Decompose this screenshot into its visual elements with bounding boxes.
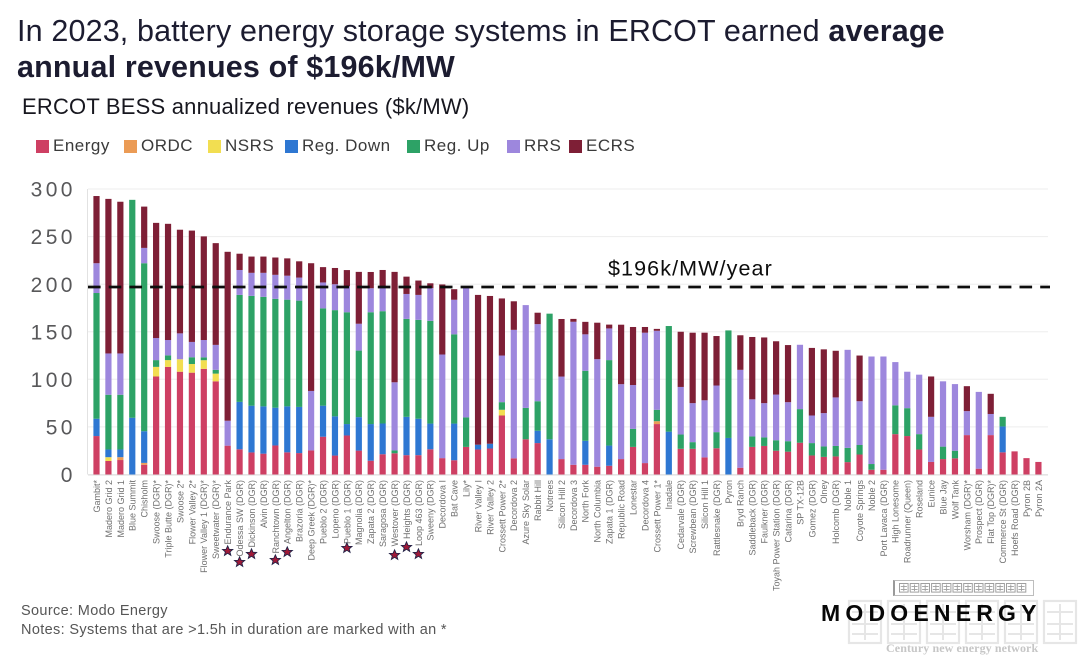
svg-text:Worsham (DGR)*: Worsham (DGR)* (962, 480, 972, 551)
svg-text:Coyote Springs: Coyote Springs (855, 480, 865, 542)
svg-text:Decordova I: Decordova I (438, 480, 448, 529)
svg-text:River Valley 2: River Valley 2 (485, 480, 495, 535)
svg-text:Roseland: Roseland (915, 480, 925, 518)
svg-text:Saddleback (DGR): Saddleback (DGR) (748, 480, 758, 556)
svg-text:Wolf Tank: Wolf Tank (950, 480, 960, 520)
svg-text:Silicon Hill 2: Silicon Hill 2 (557, 480, 567, 529)
svg-text:100: 100 (31, 369, 76, 392)
svg-text:Gomez (DGR): Gomez (DGR) (807, 480, 817, 538)
svg-text:Brazoria (DGR): Brazoria (DGR) (295, 480, 305, 542)
svg-text:Rattlesnake (DGR): Rattlesnake (DGR) (712, 480, 722, 556)
svg-text:Flower Valley 1 (DGR)*: Flower Valley 1 (DGR)* (199, 480, 209, 573)
svg-text:Chisholm: Chisholm (140, 480, 150, 518)
svg-text:250: 250 (31, 226, 76, 249)
svg-text:Crossett Power 1*: Crossett Power 1* (652, 480, 662, 553)
svg-text:50: 50 (46, 417, 76, 440)
svg-text:Commerce St (DGR): Commerce St (DGR) (998, 480, 1008, 564)
svg-text:Zapata 2 (DGR): Zapata 2 (DGR) (366, 480, 376, 544)
svg-text:150: 150 (31, 321, 76, 344)
svg-text:Prospect (DGR): Prospect (DGR) (974, 480, 984, 544)
svg-text:Deep Greek (DGR)*: Deep Greek (DGR)* (307, 480, 317, 561)
svg-text:Angelton (DGR): Angelton (DGR) (283, 480, 293, 544)
svg-text:Flat Top (DGR)*: Flat Top (DGR)* (986, 480, 996, 544)
svg-text:Heights (DGR): Heights (DGR) (402, 480, 412, 539)
svg-text:Bryd Ranch: Bryd Ranch (736, 480, 746, 527)
svg-text:Blue Jay: Blue Jay (938, 480, 948, 515)
svg-text:Port Lavaca (DGR): Port Lavaca (DGR) (879, 480, 889, 557)
svg-text:Silicon Hill 1: Silicon Hill 1 (700, 480, 710, 529)
svg-text:SP TX-12B: SP TX-12B (795, 480, 805, 525)
svg-text:Inadale: Inadale (664, 480, 674, 510)
svg-text:300: 300 (31, 179, 76, 202)
svg-text:North Columbia: North Columbia (593, 480, 603, 543)
svg-text:Odessa SW (DGR): Odessa SW (DGR) (235, 480, 245, 557)
svg-text:Hoefs Road (DGR): Hoefs Road (DGR) (1010, 480, 1020, 556)
svg-text:Dickinson (DGR): Dickinson (DGR) (247, 480, 257, 548)
svg-text:Swoose 2*: Swoose 2* (175, 480, 185, 524)
svg-text:Triple Butte (DGR)*: Triple Butte (DGR)* (163, 480, 173, 558)
svg-text:Azure Sky Solar: Azure Sky Solar (521, 480, 531, 545)
svg-text:North Fork: North Fork (581, 480, 591, 523)
svg-text:Madero Grid 2: Madero Grid 2 (104, 480, 114, 538)
svg-text:Saragosa (DGR): Saragosa (DGR) (378, 480, 388, 547)
svg-text:Madero Grid 1: Madero Grid 1 (116, 480, 126, 538)
svg-text:Flower Valley 2*: Flower Valley 2* (187, 480, 197, 545)
svg-text:Pyron 2B: Pyron 2B (1022, 480, 1032, 517)
svg-text:Loop 463 (DGR): Loop 463 (DGR) (414, 480, 424, 546)
svg-text:Sweeny (DGR): Sweeny (DGR) (426, 480, 436, 541)
svg-text:Swoose (DGR)*: Swoose (DGR)* (152, 480, 162, 545)
svg-text:Pueblo 2 (DGR): Pueblo 2 (DGR) (318, 480, 328, 544)
svg-text:Crossett Power 2*: Crossett Power 2* (497, 480, 507, 553)
svg-text:Rabbit Hill: Rabbit Hill (533, 480, 543, 521)
svg-text:Pyron: Pyron (724, 480, 734, 504)
svg-text:Decordova 2: Decordova 2 (509, 480, 519, 531)
svg-text:Pueblo 1 (DGR): Pueblo 1 (DGR) (342, 480, 352, 544)
svg-text:Bat Cave: Bat Cave (450, 480, 460, 517)
svg-text:Ranchtown (DGR): Ranchtown (DGR) (271, 480, 281, 554)
svg-text:Decordova 4: Decordova 4 (640, 480, 650, 531)
svg-text:Zapata 1 (DGR): Zapata 1 (DGR) (605, 480, 615, 544)
svg-text:River Valley I: River Valley I (473, 480, 483, 532)
svg-text:Noble 1: Noble 1 (843, 480, 853, 511)
svg-text:Noble 2: Noble 2 (867, 480, 877, 511)
svg-text:Catarina (DGR): Catarina (DGR) (783, 480, 793, 543)
svg-text:200: 200 (31, 274, 76, 297)
svg-text:Holcomb (DGR): Holcomb (DGR) (831, 480, 841, 544)
svg-text:Toyah Power Station (DGR): Toyah Power Station (DGR) (772, 480, 782, 591)
svg-text:Lily*: Lily* (462, 480, 472, 498)
svg-text:Blue Summit: Blue Summit (128, 480, 138, 532)
svg-text:Gambit*: Gambit* (92, 480, 102, 513)
svg-text:Roadrunner (Queen): Roadrunner (Queen) (903, 480, 913, 563)
svg-text:Faulkner (DGR): Faulkner (DGR) (760, 480, 770, 544)
svg-text:Magnolia (DGR): Magnolia (DGR) (354, 480, 364, 545)
svg-text:Lopeno (DGR): Lopeno (DGR) (330, 480, 340, 539)
svg-text:0: 0 (61, 464, 76, 487)
svg-text:Notrees: Notrees (545, 480, 555, 512)
svg-text:Decordova 3: Decordova 3 (569, 480, 579, 531)
svg-text:Screwbean (DGR): Screwbean (DGR) (688, 480, 698, 554)
svg-text:Pyron 2A: Pyron 2A (1034, 480, 1044, 517)
svg-text:Republic Road: Republic Road (617, 480, 627, 539)
svg-text:Endurance Park: Endurance Park (223, 480, 233, 545)
svg-text:Westover (DGR): Westover (DGR) (390, 480, 400, 546)
svg-text:$196k/MW/year: $196k/MW/year (608, 257, 773, 281)
svg-text:Olney: Olney (819, 480, 829, 504)
svg-text:Alvin (DGR): Alvin (DGR) (259, 480, 269, 528)
svg-text:Cedarvale (DGR): Cedarvale (DGR) (676, 480, 686, 550)
svg-text:High Lonesome: High Lonesome (891, 480, 901, 543)
svg-text:Eunice: Eunice (927, 480, 937, 508)
svg-text:Lonestar: Lonestar (628, 480, 638, 515)
svg-text:Sweetwater (DGR)*: Sweetwater (DGR)* (211, 480, 221, 560)
